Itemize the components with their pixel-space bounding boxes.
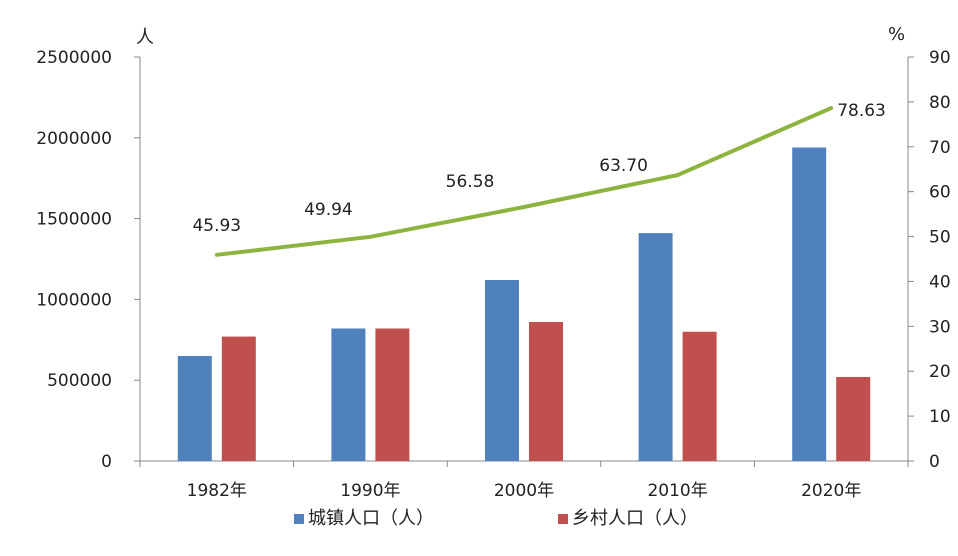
right-tick-label: 20 <box>929 362 951 382</box>
bar-rural <box>682 331 717 461</box>
right-tick-label: 50 <box>929 228 951 248</box>
bar-rural <box>375 328 410 461</box>
left-tick-label: 2000000 <box>36 129 112 149</box>
left-tick-label: 0 <box>101 452 112 472</box>
legend-swatch-rural <box>558 514 568 524</box>
legend-swatch-urban <box>294 514 304 524</box>
left-tick-label: 1000000 <box>36 290 112 310</box>
left-tick-label: 2500000 <box>36 48 112 68</box>
urbanization-line <box>214 106 834 257</box>
left-tick-label: 500000 <box>47 371 112 391</box>
bar-urban <box>177 355 212 461</box>
bar-rural <box>529 322 563 461</box>
right-tick-label: 40 <box>929 272 951 292</box>
right-tick-label: 80 <box>929 93 951 113</box>
bar-urban <box>485 280 519 461</box>
bar-urban <box>792 147 827 461</box>
line-data-label: 56.58 <box>446 172 495 192</box>
legend: 城镇人口（人） 乡村人口（人） <box>294 508 698 529</box>
labels-layer: 45.93 49.94 56.58 63.70 78.63 <box>192 101 885 236</box>
line-data-label: 78.63 <box>837 101 886 121</box>
right-tick-label: 70 <box>929 138 951 158</box>
right-unit-label: % <box>888 24 905 45</box>
right-tick-label: 0 <box>929 452 940 472</box>
line-data-label: 45.93 <box>192 216 241 236</box>
left-unit-label: 人 <box>136 27 154 48</box>
bar-rural <box>836 376 871 461</box>
bar-urban <box>331 328 366 461</box>
x-tick-label: 2020年 <box>801 481 861 501</box>
x-tick-label: 2000年 <box>494 481 554 501</box>
x-tick-label: 2010年 <box>647 481 707 501</box>
legend-label-urban: 城镇人口（人） <box>308 508 434 529</box>
x-tick-label: 1982年 <box>187 481 247 501</box>
bar-urban <box>638 233 673 461</box>
line-data-label: 63.70 <box>599 156 648 176</box>
x-tick-label: 1990年 <box>340 481 400 501</box>
line-data-label: 49.94 <box>304 200 353 220</box>
bars-layer <box>177 147 871 461</box>
right-tick-label: 10 <box>929 407 951 427</box>
line-layer <box>214 106 834 257</box>
axes-layer: 0 500000 1000000 1500000 2000000 2500000 0 10 20… <box>36 24 950 501</box>
right-tick-label: 30 <box>929 317 951 337</box>
legend-label-rural: 乡村人口（人） <box>572 508 698 529</box>
right-tick-label: 60 <box>929 183 951 203</box>
bar-rural <box>221 336 256 461</box>
left-tick-label: 1500000 <box>36 210 112 230</box>
right-tick-label: 90 <box>929 48 951 68</box>
